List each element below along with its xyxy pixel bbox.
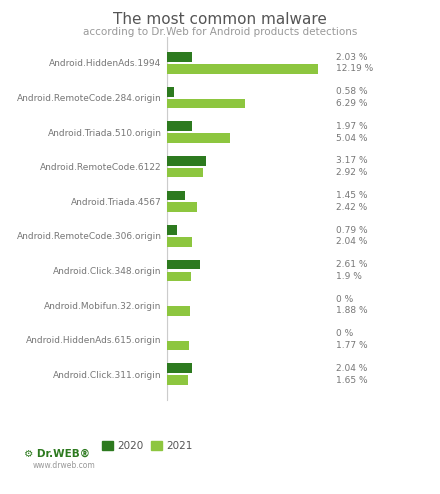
Bar: [167, 272, 191, 281]
Text: 1.77 %: 1.77 %: [336, 341, 367, 350]
Bar: [167, 364, 192, 373]
Bar: [167, 191, 185, 200]
Text: 0 %: 0 %: [336, 294, 353, 304]
Bar: [167, 99, 245, 108]
Text: 1.9 %: 1.9 %: [336, 272, 362, 281]
Text: 0.58 %: 0.58 %: [336, 87, 367, 96]
Bar: [167, 87, 174, 96]
Text: 2.04 %: 2.04 %: [336, 237, 367, 247]
Bar: [167, 237, 192, 247]
Text: 2.03 %: 2.03 %: [336, 52, 367, 62]
Text: 1.88 %: 1.88 %: [336, 306, 367, 316]
Text: 1.65 %: 1.65 %: [336, 375, 367, 385]
Text: 6.29 %: 6.29 %: [336, 99, 367, 108]
Bar: [167, 156, 206, 165]
Text: 2.92 %: 2.92 %: [336, 168, 367, 177]
Text: 5.04 %: 5.04 %: [336, 133, 367, 143]
Bar: [167, 260, 199, 269]
Bar: [167, 203, 197, 212]
Text: 2.04 %: 2.04 %: [336, 364, 367, 373]
Bar: [167, 225, 177, 235]
Text: 2.42 %: 2.42 %: [336, 203, 367, 212]
Bar: [167, 375, 187, 385]
Text: 0 %: 0 %: [336, 329, 353, 338]
Bar: [167, 133, 230, 143]
Text: 1.97 %: 1.97 %: [336, 122, 367, 131]
Text: 12.19 %: 12.19 %: [336, 64, 373, 74]
Bar: [167, 122, 191, 131]
Text: ⚙ Dr.WEB®: ⚙ Dr.WEB®: [24, 449, 90, 458]
Text: 0.79 %: 0.79 %: [336, 225, 367, 235]
Text: 3.17 %: 3.17 %: [336, 156, 367, 165]
Text: The most common malware: The most common malware: [113, 12, 327, 27]
Legend: 2020, 2021: 2020, 2021: [102, 441, 192, 451]
Text: www.drweb.com: www.drweb.com: [33, 461, 96, 470]
Bar: [167, 306, 191, 316]
Text: 2.61 %: 2.61 %: [336, 260, 367, 269]
Text: 1.45 %: 1.45 %: [336, 191, 367, 200]
Bar: [167, 52, 192, 62]
Text: according to Dr.Web for Android products detections: according to Dr.Web for Android products…: [83, 27, 357, 37]
Bar: [167, 64, 318, 74]
Bar: [167, 341, 189, 350]
Bar: [167, 168, 203, 177]
